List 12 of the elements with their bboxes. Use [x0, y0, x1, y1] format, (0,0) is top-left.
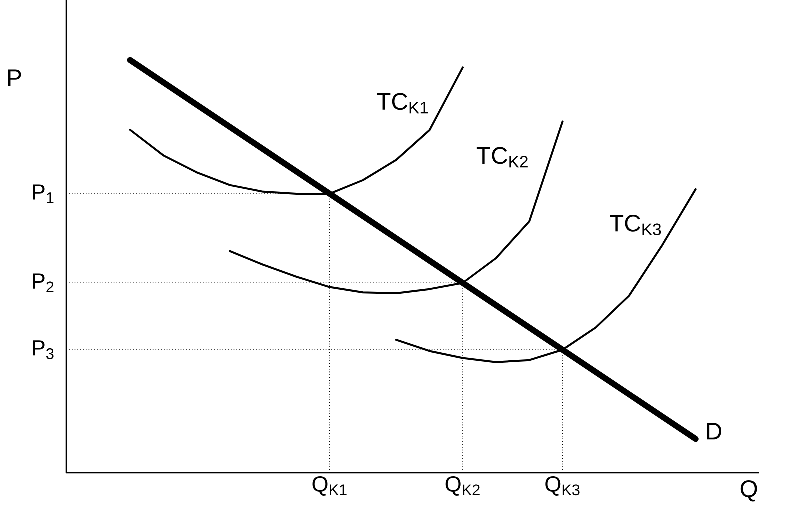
series-label: D: [707, 423, 722, 440]
x-tick-label: Q$_{K3}$: [546, 476, 580, 496]
ref-line-label: P$_{2}$: [33, 274, 54, 292]
ref-line-label: P$_{3}$: [33, 340, 54, 360]
x-axis-title: Q: [740, 480, 758, 502]
series-label: TC$_{K2}$: [476, 147, 528, 168]
series-label: TC$_{K1}$: [377, 93, 428, 114]
series-label: TC$_{K3}$: [610, 214, 662, 236]
y-axis-title: P: [8, 70, 22, 86]
ref-line-label: P$_{1}$: [33, 184, 54, 204]
x-tick-label: Q$_{K1}$: [312, 476, 347, 496]
x-tick-label: Q$_{K2}$: [446, 476, 480, 496]
